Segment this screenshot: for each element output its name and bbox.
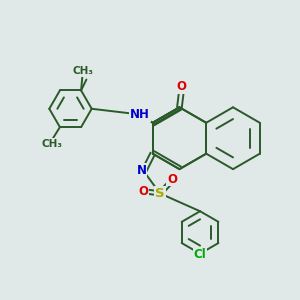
Text: O: O	[138, 184, 148, 198]
Text: S: S	[155, 187, 165, 200]
Text: CH₃: CH₃	[41, 139, 62, 149]
Text: Cl: Cl	[194, 248, 206, 261]
Text: CH₃: CH₃	[72, 66, 93, 76]
Text: NH: NH	[130, 108, 150, 121]
Text: O: O	[177, 80, 187, 94]
Text: N: N	[136, 164, 146, 177]
Text: O: O	[167, 172, 177, 185]
